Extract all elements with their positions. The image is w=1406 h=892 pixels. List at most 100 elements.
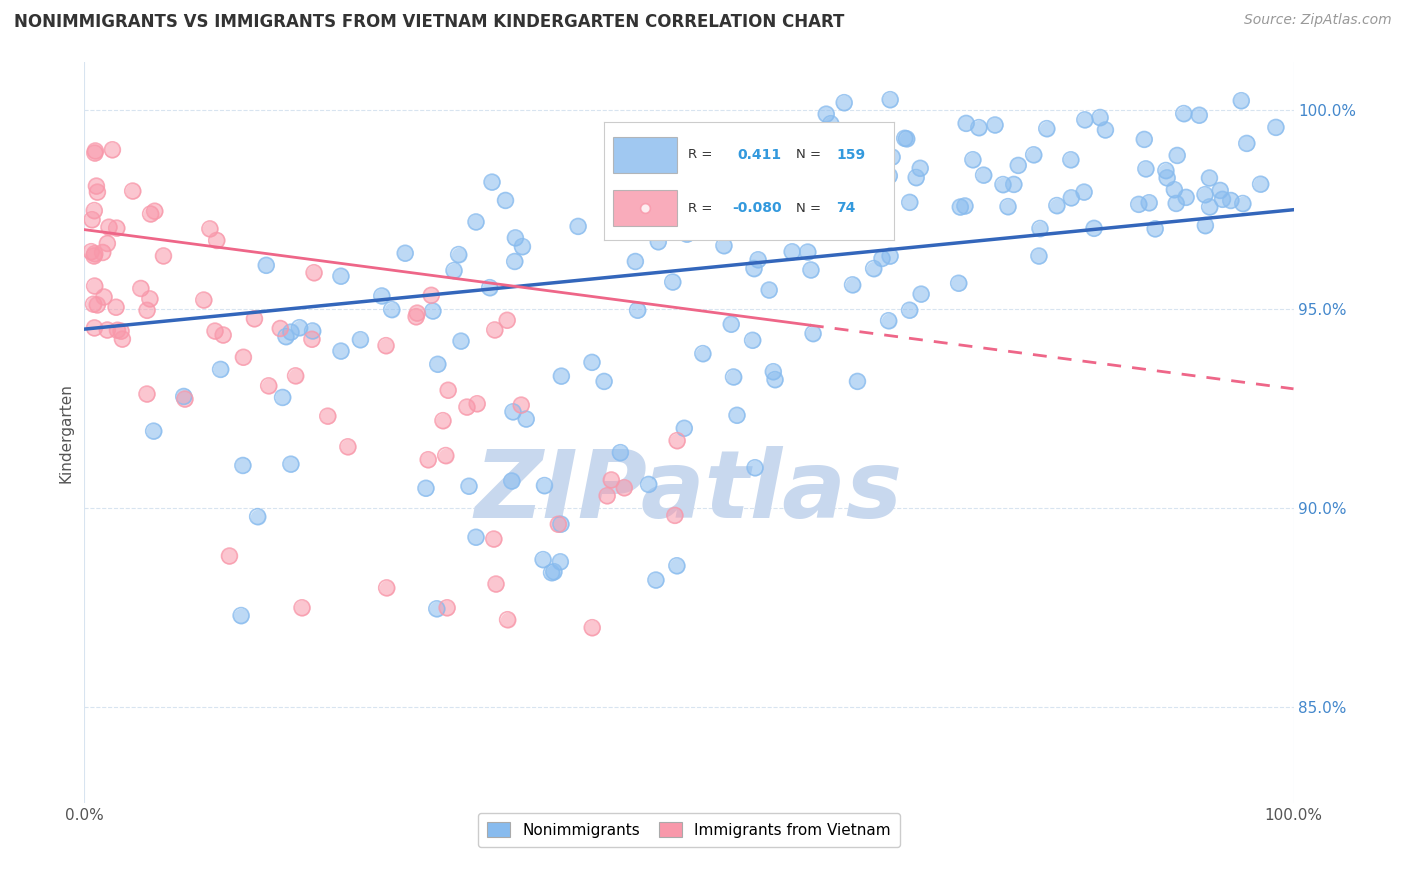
Point [349, 333, 371, 347]
Point [1060, 153, 1083, 167]
Point [83, 297, 105, 311]
Point [692, 346, 714, 360]
Point [86, 298, 108, 312]
Point [1209, 183, 1232, 197]
Point [458, 479, 481, 493]
Point [967, 120, 990, 135]
Point [291, 600, 314, 615]
Point [1144, 222, 1167, 236]
Point [426, 601, 449, 615]
Point [1074, 112, 1097, 127]
Point [647, 235, 669, 249]
Point [83, 249, 105, 263]
Point [209, 362, 232, 376]
Point [1060, 191, 1083, 205]
Point [482, 532, 505, 546]
Point [814, 190, 837, 204]
Point [664, 508, 686, 523]
Point [246, 509, 269, 524]
Point [501, 474, 523, 488]
Point [720, 318, 742, 332]
Point [481, 175, 503, 189]
Point [1083, 221, 1105, 235]
Point [1166, 196, 1188, 211]
Point [846, 375, 869, 389]
Point [991, 178, 1014, 192]
Point [860, 166, 883, 180]
Point [432, 414, 454, 428]
Point [91, 245, 114, 260]
Text: Source: ZipAtlas.com: Source: ZipAtlas.com [1244, 13, 1392, 28]
Point [725, 409, 748, 423]
Point [101, 143, 124, 157]
Point [849, 155, 872, 169]
Point [879, 249, 901, 263]
Point [1133, 132, 1156, 146]
Point [465, 215, 488, 229]
Point [1209, 183, 1232, 197]
Point [485, 577, 508, 591]
Point [550, 555, 572, 569]
Point [1230, 94, 1253, 108]
Point [763, 373, 786, 387]
Point [984, 118, 1007, 132]
Point [550, 517, 572, 532]
Point [581, 355, 603, 369]
Point [381, 302, 404, 317]
Point [136, 303, 159, 318]
Point [329, 269, 352, 284]
Point [955, 116, 977, 130]
Point [905, 170, 928, 185]
Point [862, 149, 884, 163]
Point [600, 473, 623, 487]
Point [301, 332, 323, 346]
Point [797, 245, 820, 260]
Point [280, 325, 302, 339]
Legend: Nonimmigrants, Immigrants from Vietnam: Nonimmigrants, Immigrants from Vietnam [478, 813, 900, 847]
Point [83, 146, 105, 161]
Point [456, 400, 478, 414]
Point [581, 355, 603, 369]
Point [288, 320, 311, 334]
Point [375, 581, 398, 595]
Point [898, 303, 921, 318]
Point [997, 200, 1019, 214]
Point [567, 219, 589, 234]
Point [83, 279, 105, 293]
Point [426, 357, 449, 371]
Point [948, 277, 970, 291]
Point [173, 389, 195, 403]
Point [83, 249, 105, 263]
Point [101, 143, 124, 157]
Point [254, 258, 277, 272]
Point [80, 212, 103, 227]
Point [882, 150, 904, 164]
Point [484, 323, 506, 337]
Point [1194, 219, 1216, 233]
Point [644, 573, 666, 587]
Point [434, 449, 457, 463]
Point [540, 566, 562, 580]
Point [205, 234, 228, 248]
Point [316, 409, 339, 424]
Point [406, 306, 429, 320]
Point [465, 530, 488, 544]
Point [664, 508, 686, 523]
Point [908, 161, 931, 176]
Point [758, 283, 780, 297]
Point [910, 287, 932, 301]
Point [426, 357, 449, 371]
Point [142, 424, 165, 438]
Point [1074, 112, 1097, 127]
Point [330, 344, 353, 359]
Point [725, 409, 748, 423]
Point [741, 333, 763, 347]
Point [873, 146, 896, 161]
Point [420, 288, 443, 302]
Point [815, 107, 838, 121]
Point [496, 313, 519, 327]
Point [375, 338, 398, 352]
Point [1028, 249, 1050, 263]
Point [898, 195, 921, 210]
Point [835, 192, 858, 206]
